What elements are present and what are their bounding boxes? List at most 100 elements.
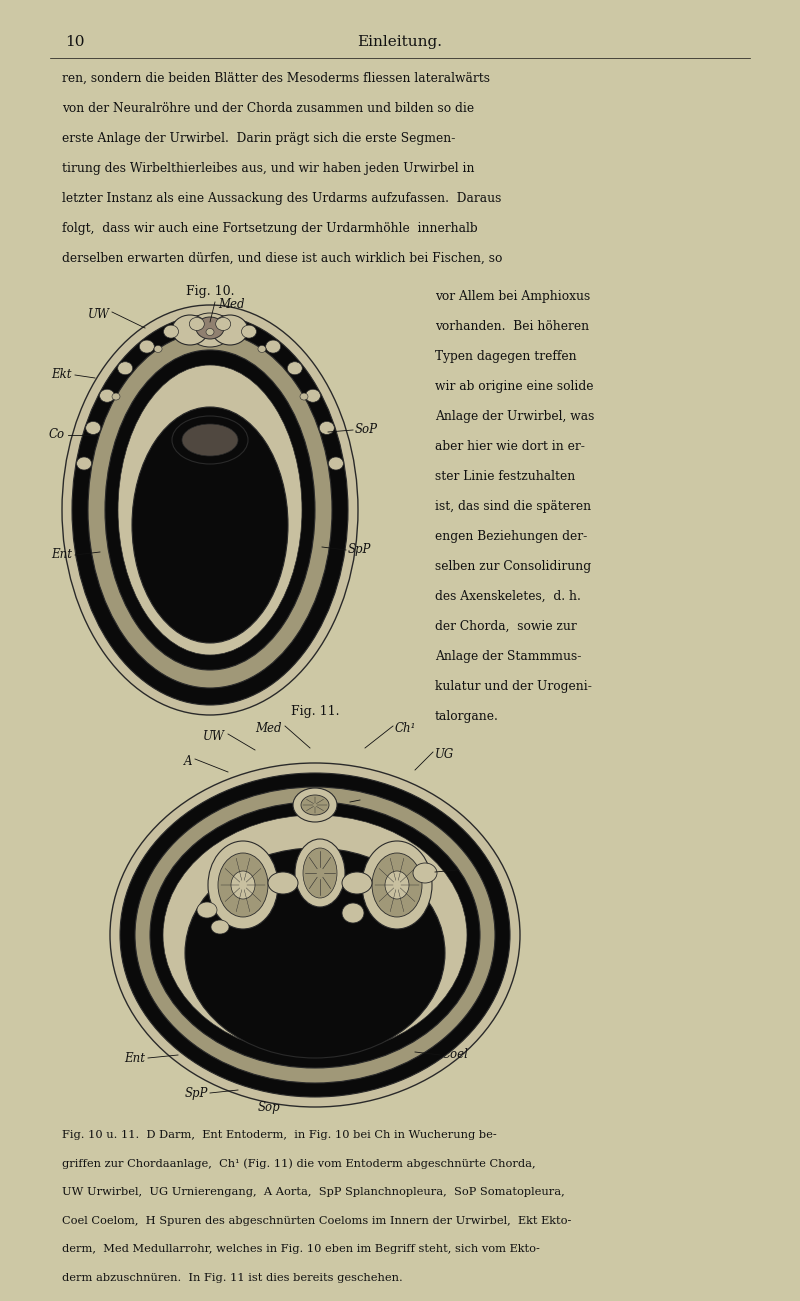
Text: H: H [362,794,372,807]
Text: UW: UW [88,308,110,321]
Ellipse shape [112,393,120,399]
Ellipse shape [413,863,437,883]
Ellipse shape [231,870,255,899]
Ellipse shape [293,788,337,822]
Text: Co: Co [49,428,65,441]
Text: SpP: SpP [185,1086,208,1099]
Ellipse shape [188,314,232,347]
Text: von der Neuralröhre und der Chorda zusammen und bilden so die: von der Neuralröhre und der Chorda zusam… [62,101,474,114]
Ellipse shape [208,840,278,929]
Text: UG: UG [435,748,454,761]
Ellipse shape [216,317,230,330]
Text: vor Allem bei Amphioxus: vor Allem bei Amphioxus [435,290,590,303]
Ellipse shape [86,422,101,435]
Ellipse shape [120,773,510,1097]
Text: erste Anlage der Urwirbel.  Darin prägt sich die erste Segmen-: erste Anlage der Urwirbel. Darin prägt s… [62,131,455,144]
Ellipse shape [287,362,302,375]
Ellipse shape [110,762,520,1107]
Text: Coel: Coel [442,1049,469,1062]
Text: Ch: Ch [197,451,214,464]
Ellipse shape [182,424,238,455]
Text: wir ab origine eine solide: wir ab origine eine solide [435,380,594,393]
Ellipse shape [342,872,372,894]
Text: Ent: Ent [51,549,72,562]
Text: A: A [183,755,192,768]
Text: tirung des Wirbelthierleibes aus, und wir haben jeden Urwirbel in: tirung des Wirbelthierleibes aus, und wi… [62,163,474,176]
Text: folgt,  dass wir auch eine Fortsetzung der Urdarmhöhle  innerhalb: folgt, dass wir auch eine Fortsetzung de… [62,222,478,235]
Text: Fig. 10.: Fig. 10. [186,285,234,298]
Ellipse shape [88,332,332,688]
Text: Ent: Ent [124,1051,145,1064]
Ellipse shape [62,304,358,716]
Ellipse shape [185,848,445,1058]
Text: 10: 10 [65,35,85,49]
Ellipse shape [154,346,162,353]
Text: Anlage der Urwirbel, was: Anlage der Urwirbel, was [435,410,594,423]
Text: Einleitung.: Einleitung. [358,35,442,49]
Text: letzter Instanz als eine Aussackung des Urdarms aufzufassen.  Daraus: letzter Instanz als eine Aussackung des … [62,193,502,206]
Text: des Axenskeletes,  d. h.: des Axenskeletes, d. h. [435,589,581,602]
Ellipse shape [172,315,208,345]
Ellipse shape [362,840,432,929]
Ellipse shape [385,870,409,899]
Text: der Chorda,  sowie zur: der Chorda, sowie zur [435,621,577,634]
Ellipse shape [99,389,114,402]
Ellipse shape [190,317,204,330]
Ellipse shape [212,315,248,345]
Text: UW: UW [203,730,225,743]
Text: Med: Med [255,722,282,735]
Ellipse shape [163,814,467,1055]
Text: SoP: SoP [355,424,378,437]
Text: engen Beziehungen der-: engen Beziehungen der- [435,530,587,543]
Ellipse shape [196,317,224,340]
Ellipse shape [150,801,480,1068]
Ellipse shape [258,346,266,353]
Text: D: D [198,484,206,497]
Text: derm abzuschnüren.  In Fig. 11 ist dies bereits geschehen.: derm abzuschnüren. In Fig. 11 ist dies b… [62,1272,402,1283]
Text: Coel Coelom,  H Spuren des abgeschnürten Coeloms im Innern der Urwirbel,  Ekt Ek: Coel Coelom, H Spuren des abgeschnürten … [62,1215,571,1226]
Ellipse shape [77,457,91,470]
Text: ist, das sind die späteren: ist, das sind die späteren [435,500,591,513]
Ellipse shape [300,393,308,399]
Ellipse shape [132,407,288,643]
Ellipse shape [266,340,281,353]
Text: vorhanden.  Bei höheren: vorhanden. Bei höheren [435,320,589,333]
Ellipse shape [306,389,321,402]
Text: derm,  Med Medullarrohr, welches in Fig. 10 eben im Begriff steht, sich vom Ekto: derm, Med Medullarrohr, welches in Fig. … [62,1244,540,1254]
Ellipse shape [218,853,268,917]
Text: Ch¹: Ch¹ [395,722,416,735]
Ellipse shape [72,315,348,705]
Text: kulatur und der Urogeni-: kulatur und der Urogeni- [435,680,592,693]
Ellipse shape [118,362,133,375]
Text: Typen dagegen treffen: Typen dagegen treffen [435,350,577,363]
Text: ren, sondern die beiden Blätter des Mesoderms fliessen lateralwärts: ren, sondern die beiden Blätter des Meso… [62,72,490,85]
Ellipse shape [268,872,298,894]
Ellipse shape [163,325,178,338]
Text: talorgane.: talorgane. [435,710,499,723]
Text: Fig. 10 u. 11.  D Darm,  Ent Entoderm,  in Fig. 10 bei Ch in Wucherung be-: Fig. 10 u. 11. D Darm, Ent Entoderm, in … [62,1131,497,1140]
Text: UW Urwirbel,  UG Urnierengang,  A Aorta,  SpP Splanchnopleura,  SoP Somatopleura: UW Urwirbel, UG Urnierengang, A Aorta, S… [62,1187,565,1197]
Text: Ekt: Ekt [51,368,72,381]
Ellipse shape [211,920,229,934]
Ellipse shape [301,795,329,814]
Text: griffen zur Chordaanlage,  Ch¹ (Fig. 11) die vom Entoderm abgeschnürte Chorda,: griffen zur Chordaanlage, Ch¹ (Fig. 11) … [62,1158,536,1170]
Ellipse shape [135,787,495,1082]
Text: Anlage der Stammmus-: Anlage der Stammmus- [435,650,582,664]
Ellipse shape [295,839,345,907]
Ellipse shape [172,416,248,464]
Ellipse shape [197,902,217,919]
Ellipse shape [242,325,257,338]
Text: ster Linie festzuhalten: ster Linie festzuhalten [435,470,575,483]
Text: aber hier wie dort in er-: aber hier wie dort in er- [435,440,585,453]
Ellipse shape [319,422,334,435]
Ellipse shape [118,366,302,654]
Ellipse shape [139,340,154,353]
Ellipse shape [105,350,315,670]
Text: D: D [300,932,310,945]
Text: Med: Med [218,298,245,311]
Text: derselben erwarten dürfen, und diese ist auch wirklich bei Fischen, so: derselben erwarten dürfen, und diese ist… [62,252,502,265]
Text: SpP: SpP [348,544,371,557]
Text: Ekt: Ekt [460,864,481,877]
Ellipse shape [342,903,364,922]
Ellipse shape [206,328,214,336]
